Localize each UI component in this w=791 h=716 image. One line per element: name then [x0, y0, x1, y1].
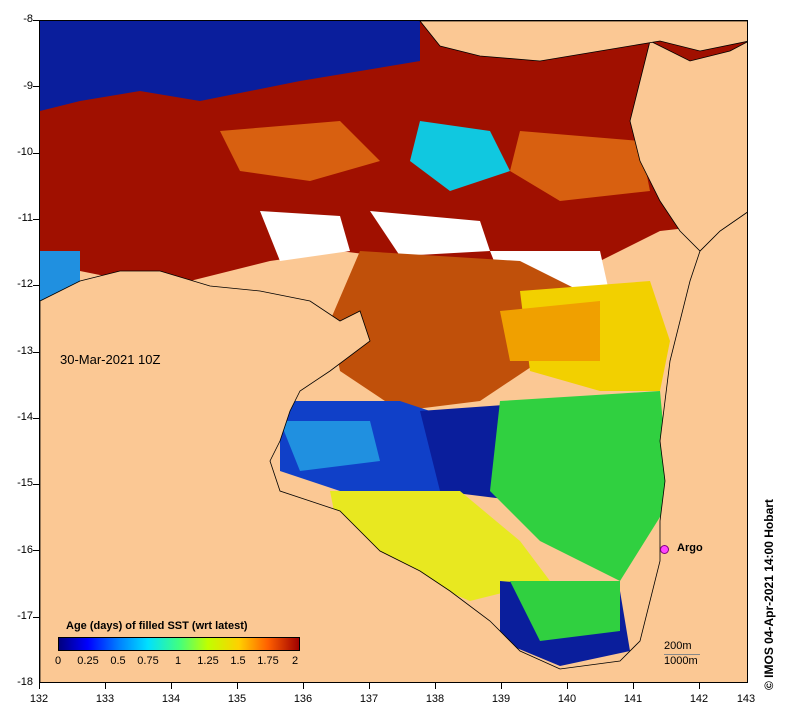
legend-title: Age (days) of filled SST (wrt latest)	[66, 620, 248, 632]
y-tick-label: -10	[17, 146, 33, 158]
x-tick-mark	[237, 683, 238, 689]
y-tick-mark	[33, 20, 39, 21]
region-cyan-1	[410, 121, 510, 191]
legend-tick-label: 1.75	[257, 655, 279, 667]
region-old-north	[40, 61, 747, 281]
x-tick-mark	[501, 683, 502, 689]
land-cape-york	[629, 40, 747, 252]
y-tick-mark	[33, 418, 39, 419]
x-tick-mark	[171, 683, 172, 689]
x-tick-label: 142	[689, 693, 709, 705]
y-tick-mark	[33, 352, 39, 353]
x-tick-mark	[633, 683, 634, 689]
x-tick-label: 136	[293, 693, 313, 705]
region-gulf-s-yellow	[330, 491, 550, 601]
depth-label-1000m: 1000m	[664, 655, 698, 667]
y-tick-label: -13	[17, 345, 33, 357]
y-tick-mark	[33, 617, 39, 618]
x-tick-mark	[39, 683, 40, 689]
y-tick-label: -8	[23, 13, 33, 25]
region-gulf-sw-light	[280, 421, 380, 471]
region-gulf-east-orange	[500, 301, 600, 361]
legend-tick-label: 2	[291, 655, 299, 667]
legend-tick-label: 0.75	[137, 655, 159, 667]
y-tick-mark	[33, 86, 39, 87]
x-tick-mark	[567, 683, 568, 689]
y-tick-label: -17	[17, 610, 33, 622]
y-tick-label: -16	[17, 544, 33, 556]
y-tick-label: -14	[17, 411, 33, 423]
y-tick-label: -12	[17, 278, 33, 290]
x-tick-label: 140	[557, 693, 577, 705]
y-tick-label: -11	[17, 212, 33, 224]
x-tick-label: 135	[227, 693, 247, 705]
region-gulf-far-south-green	[510, 581, 620, 641]
x-tick-mark	[435, 683, 436, 689]
y-tick-mark	[33, 285, 39, 286]
credit-label: © IMOS 04-Apr-2021 14:00 Hobart	[762, 499, 776, 690]
x-tick-label: 141	[623, 693, 643, 705]
x-tick-label: 138	[425, 693, 445, 705]
x-tick-label: 139	[491, 693, 511, 705]
legend-tick-label: 1.5	[230, 655, 246, 667]
region-nodata-1	[260, 211, 350, 261]
legend-tick-label: 1.25	[197, 655, 219, 667]
region-nodata-2	[370, 211, 490, 256]
y-tick-mark	[33, 550, 39, 551]
region-new-northwest	[40, 21, 420, 111]
x-tick-mark	[105, 683, 106, 689]
x-tick-label: 133	[95, 693, 115, 705]
map-timestamp: 30-Mar-2021 10Z	[60, 352, 161, 367]
y-tick-mark	[33, 484, 39, 485]
depth-label-200m: 200m	[664, 640, 692, 652]
sst-age-map	[40, 21, 747, 682]
region-gulf-s-green	[490, 391, 670, 581]
land-papua	[419, 21, 747, 62]
x-tick-mark	[369, 683, 370, 689]
legend-colorbar	[58, 637, 300, 651]
x-tick-mark	[699, 683, 700, 689]
map-area	[39, 20, 748, 683]
x-tick-label: 132	[29, 693, 49, 705]
sea-regions	[40, 21, 747, 666]
x-tick-label: 137	[359, 693, 379, 705]
legend-tick-label: 0.5	[110, 655, 126, 667]
y-tick-mark	[33, 153, 39, 154]
argo-float-marker[interactable]	[660, 545, 669, 554]
y-tick-mark	[33, 219, 39, 220]
y-tick-label: -18	[17, 676, 33, 688]
land-top-end	[40, 211, 747, 682]
legend-tick-label: 0.25	[77, 655, 99, 667]
region-orange-1	[220, 121, 380, 181]
x-tick-label: 143	[736, 693, 756, 705]
land	[40, 21, 747, 682]
argo-label: Argo	[677, 542, 703, 554]
y-tick-label: -9	[23, 80, 33, 92]
legend-tick-label: 1	[174, 655, 182, 667]
x-tick-label: 134	[161, 693, 181, 705]
depth-line-200m	[664, 654, 700, 655]
legend-tick-label: 0	[54, 655, 62, 667]
y-tick-label: -15	[17, 477, 33, 489]
region-orange-2	[510, 131, 650, 201]
x-tick-mark	[303, 683, 304, 689]
